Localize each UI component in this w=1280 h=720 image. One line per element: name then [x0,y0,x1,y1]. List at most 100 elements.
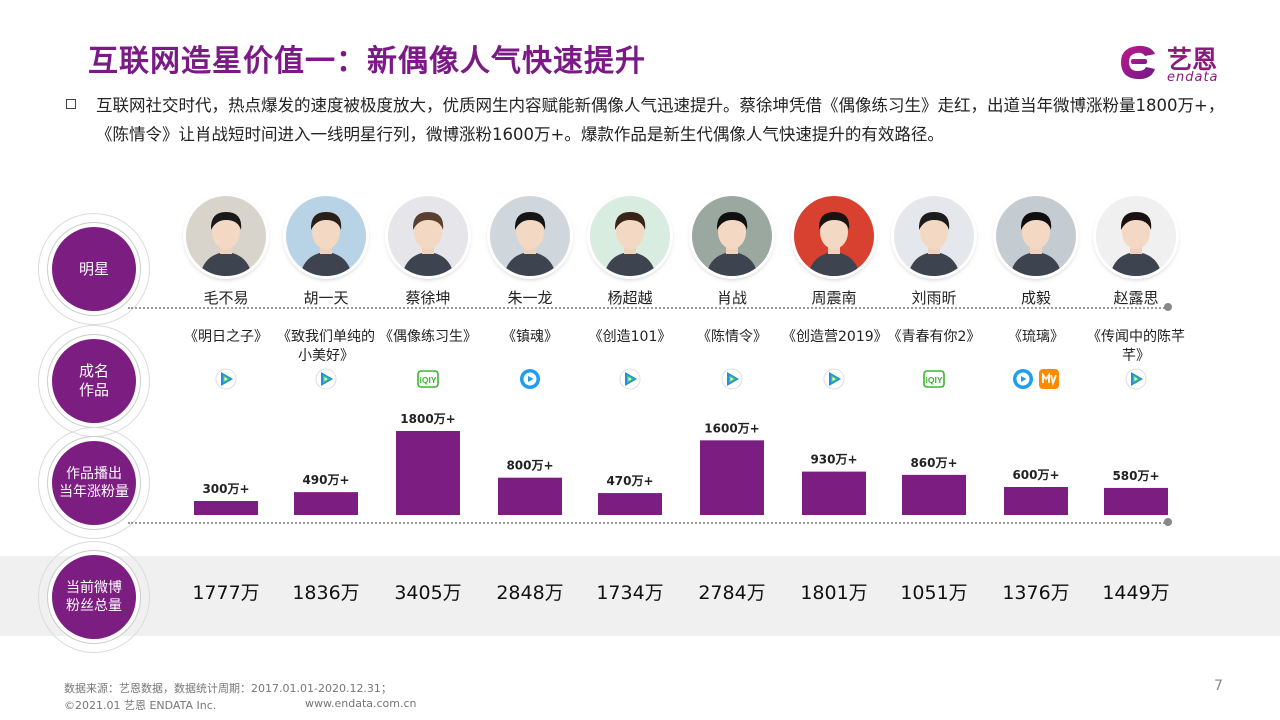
row-label-star-text: 明星 [78,259,109,278]
growth-bar-label: 800万+ [506,459,553,473]
star-avatar [590,196,670,276]
growth-bar-label: 490万+ [302,473,349,487]
footer-website[interactable]: www.endata.com.cn [305,697,417,710]
platform-icons: iQIY [378,368,478,392]
row-label-star: 明星 [52,227,136,311]
growth-bar [598,493,662,515]
star-name: 周震南 [811,289,857,307]
platform-icons [276,368,376,392]
youku-icon [1012,368,1034,392]
growth-bar [902,474,966,515]
growth-bar-label: 470万+ [606,474,653,488]
growth-bar-label: 300万+ [202,482,249,496]
iqiyi-icon: iQIY [923,368,945,392]
growth-bar-label: 860万+ [910,456,957,470]
star-work-title: 《琉璃》 [1008,329,1064,345]
separator-star [128,307,1168,309]
weibo-fans-total: 3405万 [394,582,462,604]
growth-bar [802,471,866,515]
growth-bar-label: 1600万+ [704,421,759,435]
growth-bar [1104,487,1168,515]
mgtv-icon [1038,368,1060,392]
weibo-fans-total: 1801万 [800,582,868,604]
growth-bar [396,431,460,515]
platform-icons [176,368,276,392]
page-title: 互联网造星价值一：新偶像人气快速提升 [88,44,646,79]
platform-icons [580,368,680,392]
weibo-fans-total: 1449万 [1102,582,1170,604]
star-avatar [388,196,468,276]
row-label-fans: 当前微博 粉丝总量 [52,555,136,639]
star-avatar [1096,196,1176,276]
star-avatar [894,196,974,276]
star-work-title: 《镇魂》 [502,329,558,345]
star-avatar [794,196,874,276]
row-arc-fans [38,541,150,653]
weibo-fans-total: 1777万 [192,582,260,604]
star-name: 成毅 [1020,289,1051,307]
row-label-growth: 作品播出 当年涨粉量 [52,441,136,525]
growth-bar-label: 600万+ [1012,468,1059,482]
star-work-title: 《偶像练习生》 [379,329,477,345]
endata-logo: 艺恩 endata [1115,40,1245,90]
bullet-marker [66,99,76,109]
page-number: 7 [1214,678,1223,694]
svg-text:iQIY: iQIY [419,375,436,385]
footer-copyright: ©2021.01 艺恩 ENDATA Inc. [64,699,217,712]
star-work-title: 《致我们单纯的小美好》 [277,329,375,364]
youku-icon [519,368,541,392]
intro-paragraph: 互联网社交时代，热点爆发的速度被极度放大，优质网生内容赋能新偶像人气迅速提升。蔡… [96,96,1225,144]
platform-icons [1086,368,1186,392]
fans-row-band [0,556,1280,636]
star-work-title: 《创造营2019》 [782,329,888,345]
platform-icons [784,368,884,392]
star-work-title: 《明日之子》 [184,329,268,345]
weibo-fans-total: 1376万 [1002,582,1070,604]
endata-logo-icon [1121,45,1155,80]
star-avatar [692,196,772,276]
tencent-video-icon [215,368,237,392]
growth-bar [294,492,358,515]
weibo-fans-total: 1734万 [596,582,664,604]
tencent-video-icon [619,368,641,392]
star-avatar [286,196,366,276]
star-avatar [996,196,1076,276]
star-name: 蔡徐坤 [405,289,451,307]
weibo-fans-total: 2848万 [496,582,564,604]
separator-growth [128,522,1168,524]
growth-bar-label: 1800万+ [400,412,455,426]
row-label-growth-text: 作品播出 当年涨粉量 [59,466,129,500]
platform-icons [480,368,580,392]
growth-bar [1004,487,1068,515]
footer-source: 数据来源：艺恩数据，数据统计周期：2017.01.01-2020.12.31； [64,682,392,695]
star-name: 赵露思 [1113,289,1159,307]
tencent-video-icon [823,368,845,392]
separator-growth-dot [1164,518,1172,526]
star-work-title: 《传闻中的陈芊芊》 [1087,329,1185,364]
growth-bar-label: 580万+ [1112,469,1159,483]
separator-star-dot [1164,303,1172,311]
platform-icons: iQIY [884,368,984,392]
platform-icons [986,368,1086,392]
svg-text:iQIY: iQIY [925,375,942,385]
weibo-fans-total: 1836万 [292,582,360,604]
logo-text-en: endata [1167,70,1219,85]
growth-bar [700,440,764,515]
row-arc-growth [38,427,150,539]
logo-text-cn: 艺恩 [1167,45,1218,74]
star-name: 杨超越 [607,289,653,307]
star-work-title: 《青春有你2》 [887,329,981,345]
star-avatar [186,196,266,276]
star-work-title: 《创造101》 [588,329,672,345]
iqiyi-icon: iQIY [417,368,439,392]
row-label-fans-text: 当前微博 粉丝总量 [66,580,122,614]
platform-icons [682,368,782,392]
weibo-fans-total: 1051万 [900,582,968,604]
tencent-video-icon [315,368,337,392]
growth-bar-label: 930万+ [810,453,857,467]
row-label-work-text: 成名 作品 [78,362,109,399]
star-name: 肖战 [716,289,747,307]
star-work-title: 《陈情令》 [697,329,767,345]
growth-bar [194,501,258,515]
weibo-fans-total: 2784万 [698,582,766,604]
